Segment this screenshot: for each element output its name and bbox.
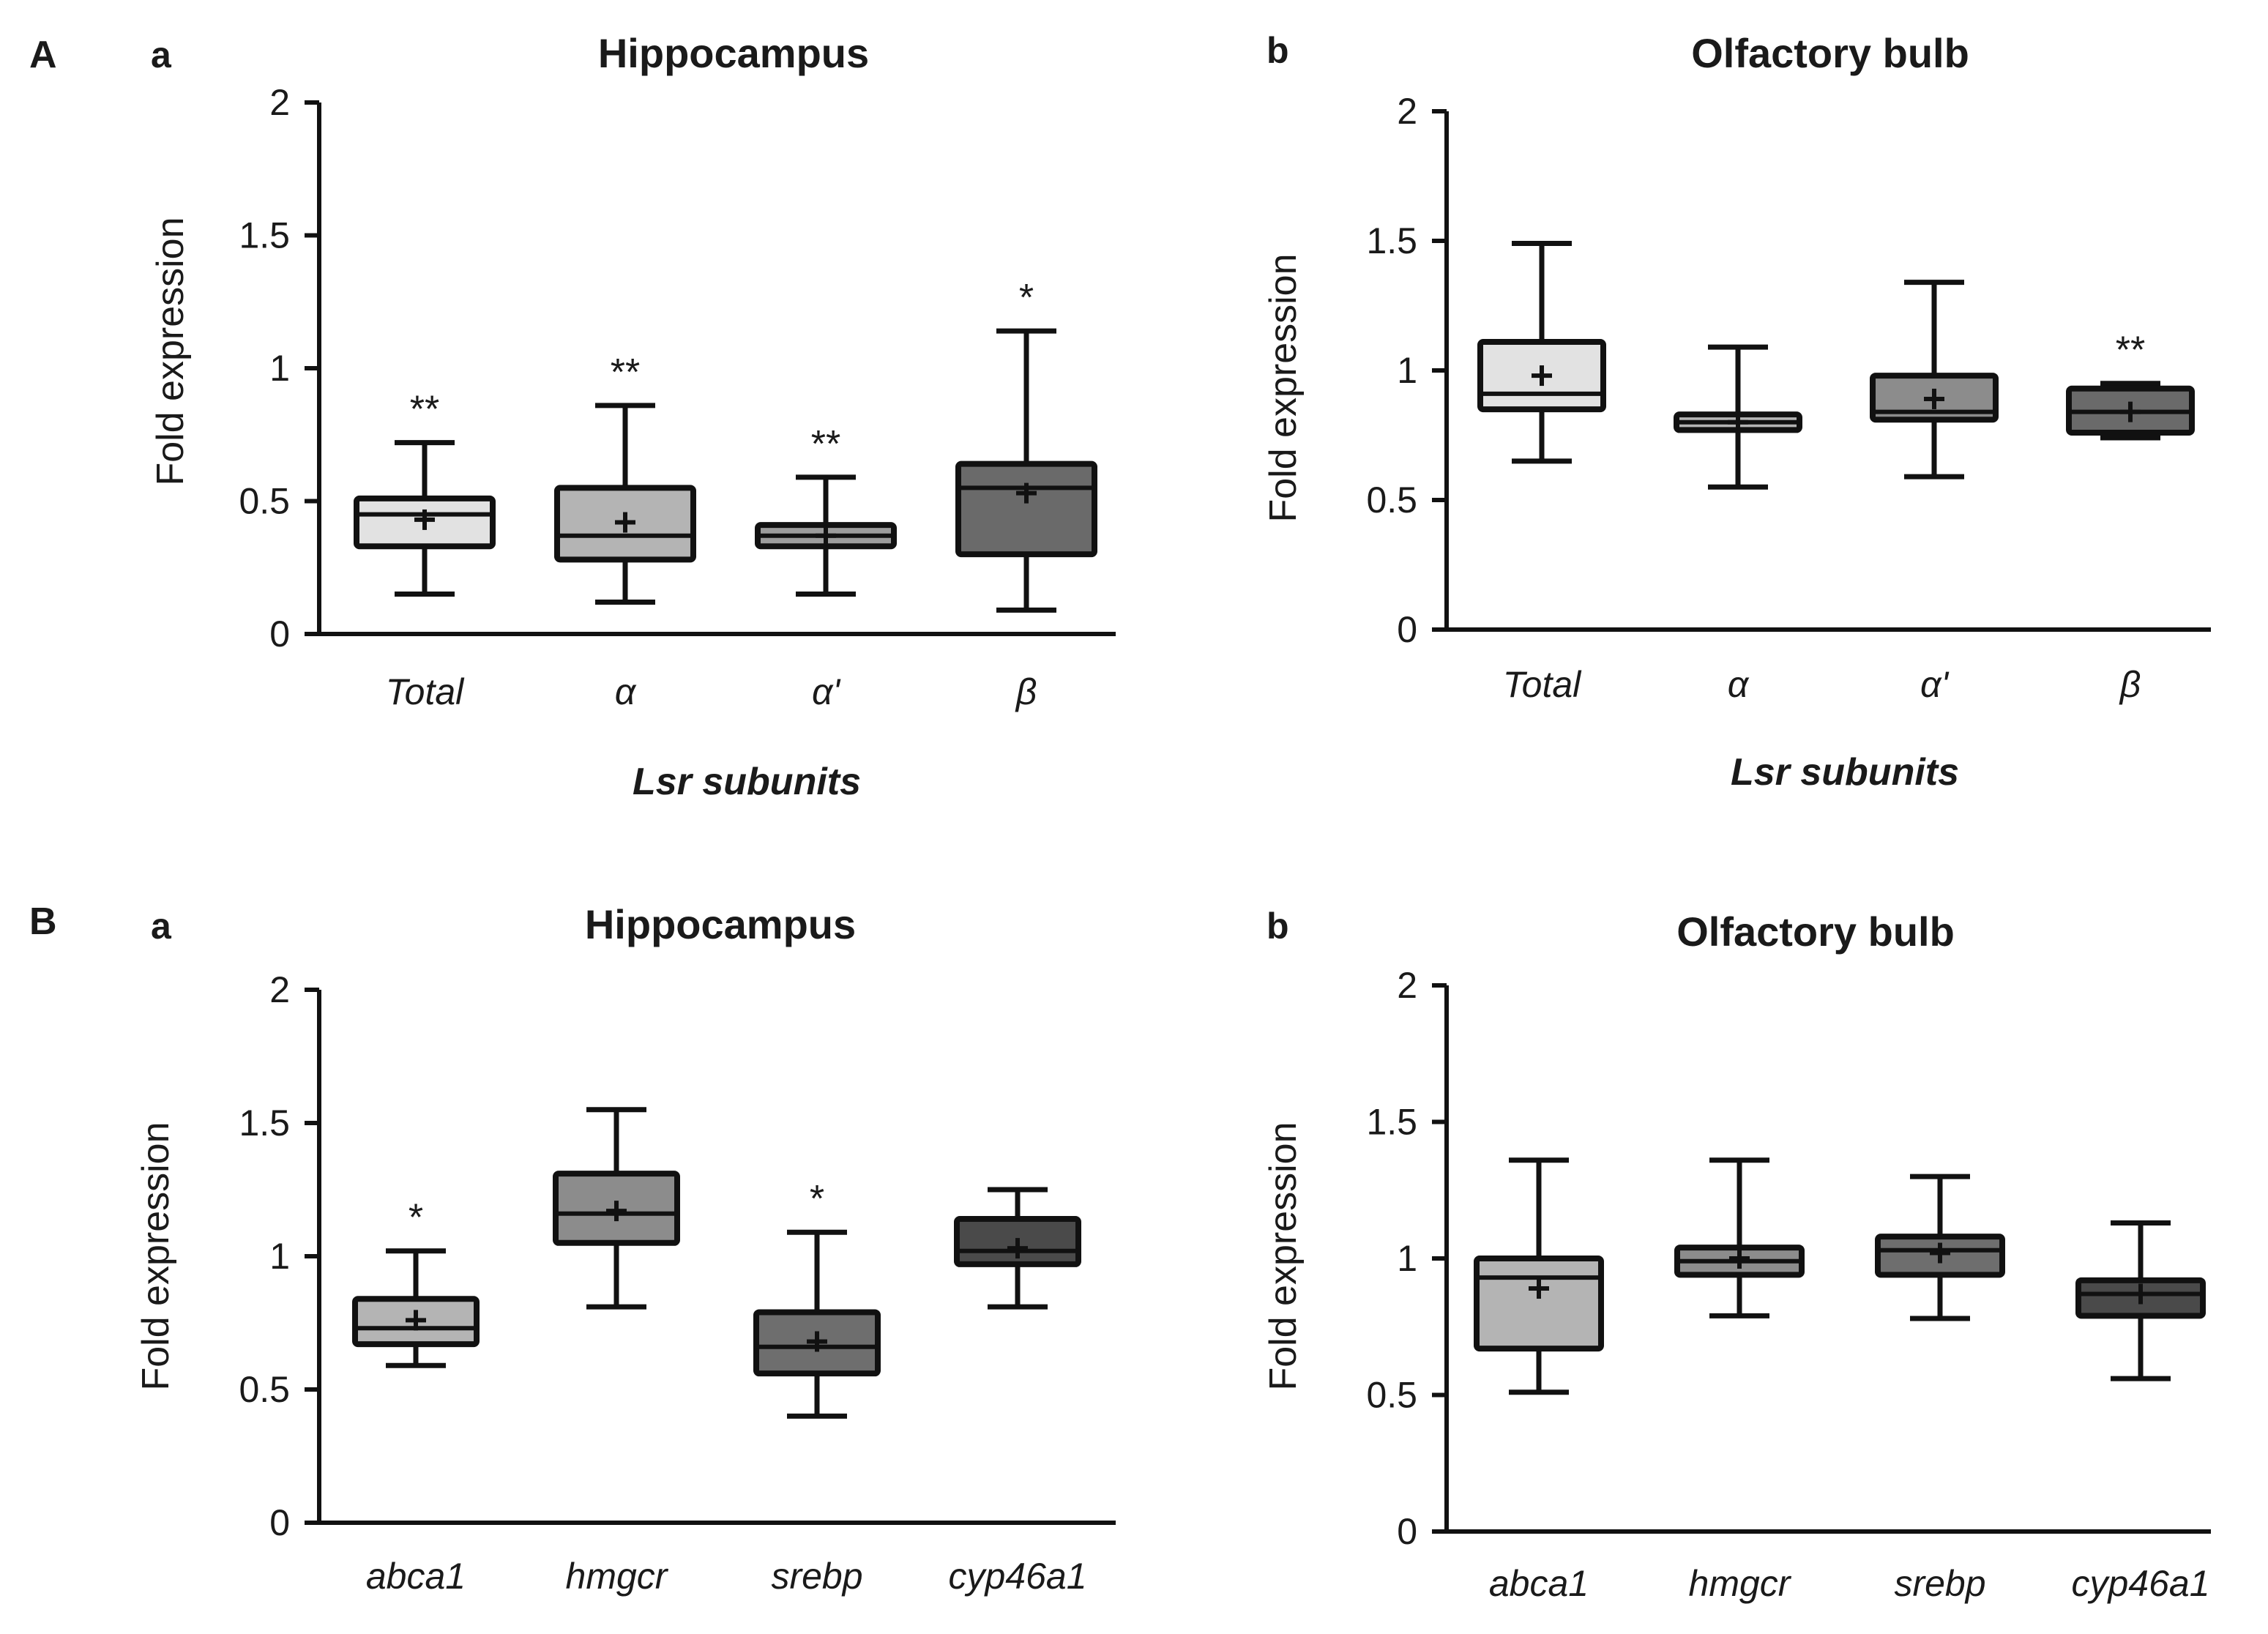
chart-title: Hippocampus [585,901,856,947]
box-2 [1674,1157,1805,1318]
y-tick-label: 1 [269,1236,290,1277]
chart-3: a Hippocampus 0 0.5 1 1.5 2 Fold expression * abc… [135,901,1116,1597]
box-1 [1477,241,1606,464]
box-1 [1474,1157,1604,1395]
x-category-label: abca1 [366,1556,466,1597]
box-4 [2075,1220,2206,1381]
box-body [955,460,1097,558]
box-3: ** [755,423,897,597]
x-category-label: cyp46a1 [2071,1563,2209,1604]
chart-title: Olfactory bulb [1691,30,1969,76]
significance-marker: ** [410,389,439,431]
chart-title: Hippocampus [598,30,869,76]
x-category-label: β [1015,671,1037,712]
box-4: * [955,277,1097,613]
y-tick-label: 0.5 [239,1369,290,1410]
box-4 [954,1187,1081,1310]
significance-marker: * [409,1197,423,1239]
box-4: ** [2066,329,2195,441]
y-axis-title: Fold expression [135,1122,177,1390]
box-1: ** [354,389,496,597]
y-axis-title: Fold expression [1262,253,1305,522]
significance-marker: ** [2116,329,2145,372]
y-tick-label: 0 [269,1502,290,1543]
y-axis-title: Fold expression [1262,1122,1305,1390]
significance-marker: * [810,1178,824,1220]
x-category-label: srebp [1894,1563,1985,1604]
panel-letter-b: B [29,900,57,943]
x-category-label: α' [812,671,841,712]
subpanel-letter: b [1267,906,1289,947]
x-category-label: cyp46a1 [948,1556,1086,1597]
y-tick-label: 2 [1397,91,1417,132]
x-category-label: srebp [771,1556,862,1597]
x-category-label: Total [386,671,465,712]
box-3 [1870,280,1999,480]
significance-marker: ** [611,351,640,394]
y-tick-label: 1 [1397,350,1417,391]
y-tick-label: 0 [269,613,290,654]
x-category-label: hmgcr [1689,1563,1792,1604]
y-tick-label: 0.5 [1366,1375,1417,1416]
x-category-label: α [1728,664,1750,705]
y-tick-label: 1.5 [1366,220,1417,261]
y-tick-label: 1.5 [239,1103,290,1144]
chart-2: b Olfactory bulb 0 0.5 1 1.5 2 Fold expression T… [1262,30,2211,794]
y-tick-label: 0.5 [239,481,290,522]
y-tick-label: 1.5 [1366,1102,1417,1143]
box-2: ** [554,351,696,605]
y-axis-title: Fold expression [149,217,192,485]
y-tick-label: 1.5 [239,215,290,256]
chart-title: Olfactory bulb [1676,909,1955,955]
y-tick-label: 2 [269,82,290,123]
box-3: * [753,1178,881,1419]
box-2 [553,1107,680,1310]
significance-marker: ** [811,423,840,466]
y-tick-label: 0 [1397,609,1417,650]
panel-letter-a: A [29,34,57,76]
y-tick-label: 0 [1397,1511,1417,1552]
subpanel-letter: b [1267,30,1289,71]
y-tick-label: 2 [1397,965,1417,1006]
significance-marker: * [1019,277,1034,319]
box-2 [1674,344,1802,490]
box-1: * [352,1197,480,1368]
subpanel-letter: a [151,34,172,75]
x-category-label: α [615,671,637,712]
y-tick-label: 0.5 [1366,480,1417,521]
y-tick-label: 2 [269,969,290,1010]
subpanel-letter: a [151,906,172,947]
x-category-label: β [2119,664,2141,705]
y-tick-label: 1 [269,348,290,389]
x-category-label: Total [1503,664,1582,705]
x-axis-title: Lsr subunits [1731,751,1959,794]
y-tick-label: 1 [1397,1238,1417,1279]
x-category-label: hmgcr [566,1556,669,1597]
chart-4: b Olfactory bulb 0 0.5 1 1.5 2 Fold expression a… [1262,906,2211,1604]
chart-1: a Hippocampus 0 0.5 1 1.5 2 Fold expression ** To… [149,30,1116,803]
x-category-label: abca1 [1489,1563,1589,1604]
x-category-label: α' [1920,664,1950,705]
x-axis-title: Lsr subunits [633,761,861,803]
box-3 [1875,1174,2005,1321]
box-body [1474,1256,1604,1352]
